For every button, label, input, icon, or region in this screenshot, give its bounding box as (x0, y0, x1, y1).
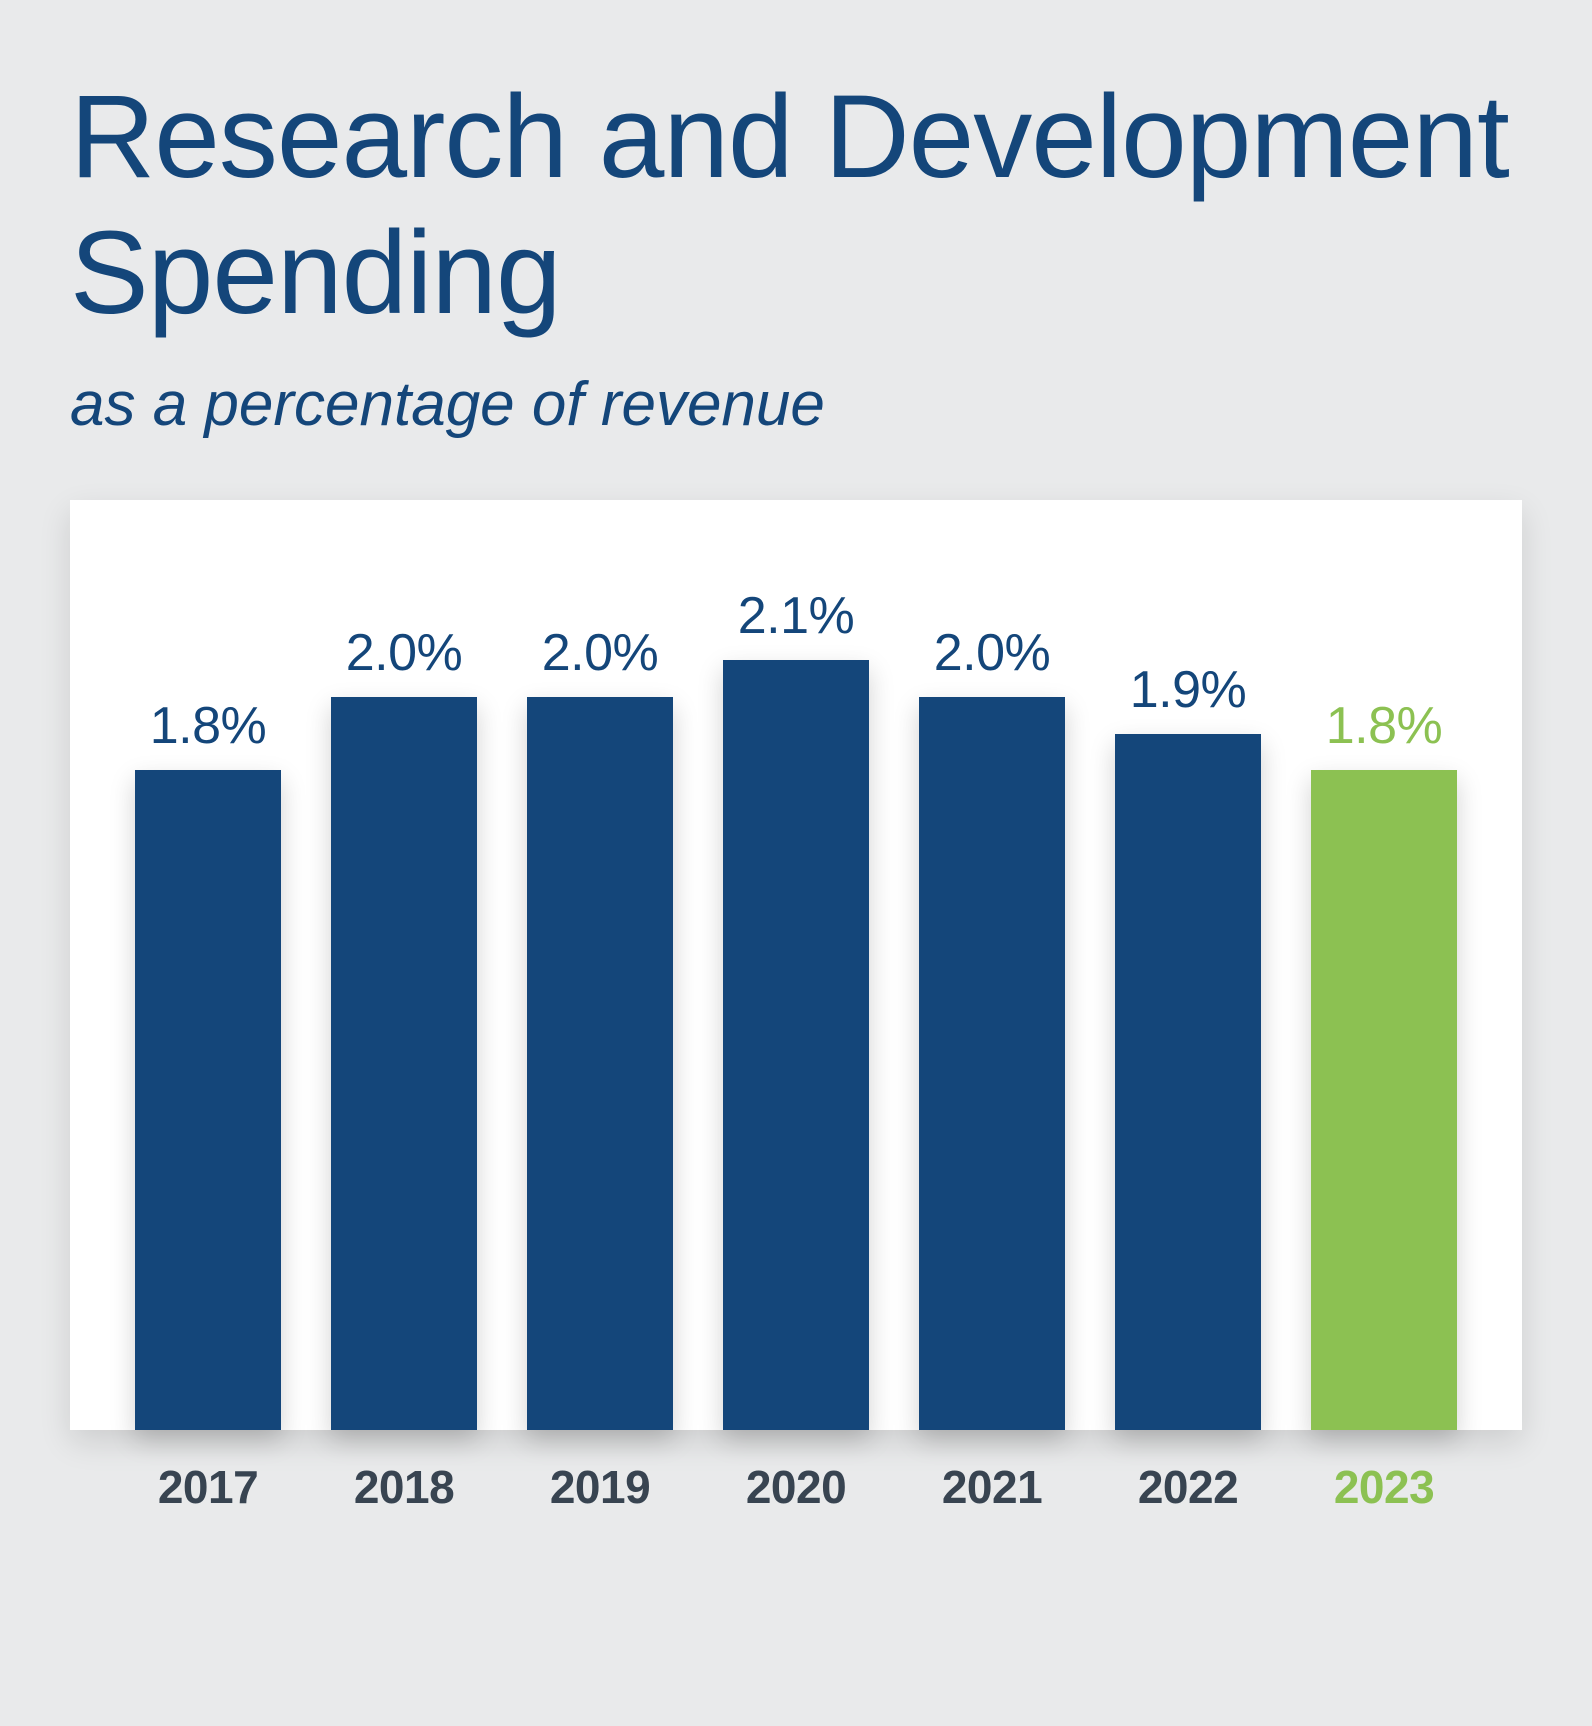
bar-value-label: 2.0% (346, 623, 463, 683)
bar-value-label: 1.9% (1130, 660, 1247, 720)
year-labels-row: 2017201820192020202120222023 (70, 1460, 1522, 1514)
year-label: 2022 (1090, 1460, 1286, 1514)
bar-value-label: 2.0% (934, 623, 1051, 683)
chart-subtitle: as a percentage of revenue (70, 369, 1522, 440)
bar-value-label: 1.8% (150, 696, 267, 756)
year-label: 2017 (110, 1460, 306, 1514)
bar-col: 1.8% (110, 550, 306, 1430)
bar-col: 1.9% (1090, 550, 1286, 1430)
bar (135, 770, 280, 1430)
bar-col: 2.1% (698, 550, 894, 1430)
bar (1311, 770, 1456, 1430)
chart-title: Research and Development Spending (70, 70, 1522, 341)
year-label: 2021 (894, 1460, 1090, 1514)
bar (723, 660, 868, 1430)
year-label: 2023 (1286, 1460, 1482, 1514)
bar-col: 2.0% (306, 550, 502, 1430)
bar-col: 2.0% (894, 550, 1090, 1430)
bar-value-label: 1.8% (1326, 696, 1443, 756)
bar (527, 697, 672, 1430)
bar-col: 1.8% (1286, 550, 1482, 1430)
year-label: 2018 (306, 1460, 502, 1514)
chart-panel: 1.8% 2.0% 2.0% 2.1% 2.0% 1.9% 1.8% (70, 500, 1522, 1430)
bar (919, 697, 1064, 1430)
bar-value-label: 2.0% (542, 623, 659, 683)
bar (331, 697, 476, 1430)
year-label: 2020 (698, 1460, 894, 1514)
year-label: 2019 (502, 1460, 698, 1514)
bars-row: 1.8% 2.0% 2.0% 2.1% 2.0% 1.9% 1.8% (110, 550, 1482, 1430)
bar-value-label: 2.1% (738, 586, 855, 646)
bar-col: 2.0% (502, 550, 698, 1430)
bar (1115, 734, 1260, 1431)
